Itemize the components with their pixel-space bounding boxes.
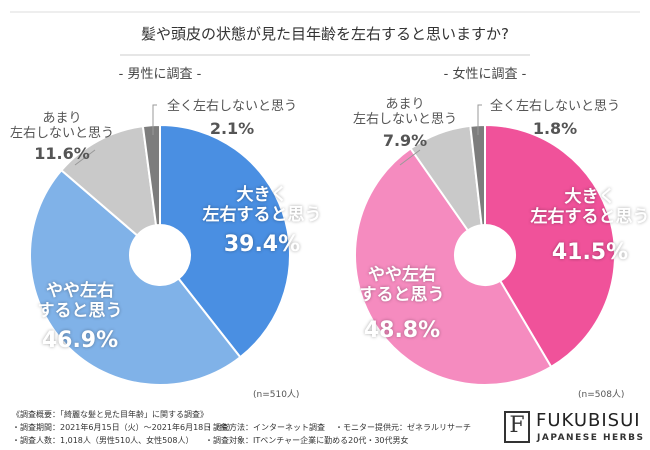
donut-slice: [141, 123, 161, 227]
leader-line: [74, 149, 96, 166]
value-label: 11.6%: [34, 144, 90, 163]
logo-name: FUKUBISUI: [536, 410, 641, 431]
footer-item: ・調査対象：ITベンチャー企業に勤める20代・30代男女: [205, 436, 409, 445]
value-label: 1.8%: [532, 119, 578, 138]
value-label: 48.8%: [363, 318, 441, 343]
slice-label: やや左右 すると思う: [359, 265, 445, 305]
value-label: 2.1%: [209, 119, 255, 138]
value-label: 39.4%: [223, 232, 301, 257]
value-label: 7.9%: [382, 131, 428, 150]
donut-slice: [159, 123, 291, 359]
sample-note: (n=508人): [578, 390, 625, 400]
footer-item: ・モニター提供元：ゼネラルリサーチ: [335, 423, 471, 432]
slice-label: 全く左右しないと思う: [489, 99, 620, 114]
slice-label: 大きく 左右すると思う: [202, 185, 322, 225]
logo-icon: F: [509, 413, 525, 438]
leader-line: [152, 104, 157, 135]
leader-line: [477, 104, 482, 135]
chart-title: 髪や頭皮の状態が見た目年齢を左右すると思いますか?: [141, 25, 509, 43]
pie-subtitle: - 男性に調査 -: [118, 67, 202, 82]
donut-slice: [469, 123, 486, 227]
slice-label: あまり 左右しないと思う: [352, 97, 457, 127]
donut-slice: [484, 123, 616, 369]
logo-tagline: JAPANESE HERBS: [537, 433, 645, 443]
footer-item: ・調査方法：インターネット調査: [205, 423, 325, 432]
slice-label: 大きく 左右すると思う: [530, 187, 650, 227]
footer-heading: 《調査概要：「綺麗な髪と見た目年齢」に関する調査》: [12, 410, 208, 419]
sample-note: (n=510人): [253, 390, 300, 400]
logo-frame: [504, 411, 530, 443]
footer-item: ・調査人数：1,018人（男性510人、女性508人）: [12, 436, 194, 445]
footer-item: ・調査期間：2021年6月15日（火）〜2021年6月18日（金）: [12, 423, 236, 432]
donut-slice: [354, 147, 553, 386]
slice-label: あまり 左右しないと思う: [9, 111, 114, 141]
slice-label: 全く左右しないと思う: [166, 99, 297, 114]
donut-slice: [60, 125, 158, 237]
donut-slice: [29, 168, 242, 386]
leader-line: [399, 149, 421, 166]
value-label: 46.9%: [41, 328, 119, 353]
pie-subtitle: - 女性に調査 -: [443, 67, 527, 82]
value-label: 41.5%: [551, 240, 629, 265]
slice-label: やや左右 すると思う: [37, 281, 123, 321]
